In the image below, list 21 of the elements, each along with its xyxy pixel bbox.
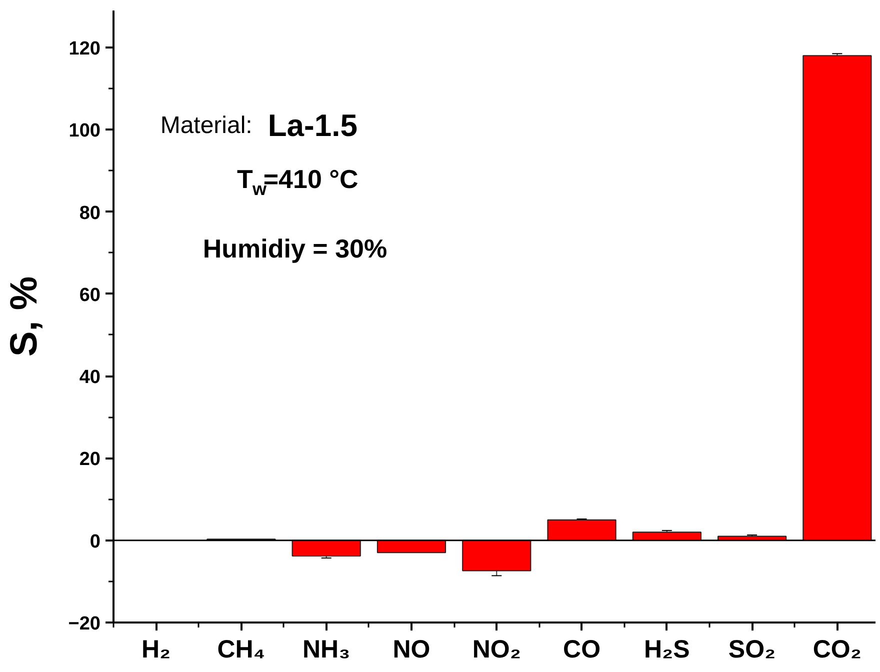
- y-tick-label: 100: [68, 120, 100, 142]
- annotation: Humidiy = 30%: [202, 234, 388, 264]
- x-tick-label: NO: [392, 636, 430, 664]
- y-axis-title: S, %: [3, 276, 46, 357]
- y-tick-label: 60: [79, 284, 101, 306]
- y-tick-label: 20: [79, 449, 101, 470]
- x-tick-label: CH₄: [217, 636, 266, 664]
- x-tick-label: SO₂: [728, 636, 776, 664]
- y-tick-label: 120: [68, 38, 100, 60]
- x-tick-label: H₂S: [644, 636, 690, 664]
- annotation: Material:: [160, 112, 252, 140]
- y-tick-label: 0: [90, 531, 101, 552]
- y-tick-label: −20: [68, 614, 101, 634]
- x-tick-label: NH₃: [302, 636, 350, 664]
- x-tick-label: CO: [563, 636, 601, 664]
- annotation: La-1.5: [268, 108, 358, 144]
- x-tick-label: NO₂: [472, 636, 521, 664]
- y-tick-label: 80: [79, 202, 101, 224]
- x-tick-label: CO₂: [812, 636, 862, 664]
- y-tick-label: 40: [79, 367, 101, 388]
- x-tick-label: H₂: [141, 636, 171, 664]
